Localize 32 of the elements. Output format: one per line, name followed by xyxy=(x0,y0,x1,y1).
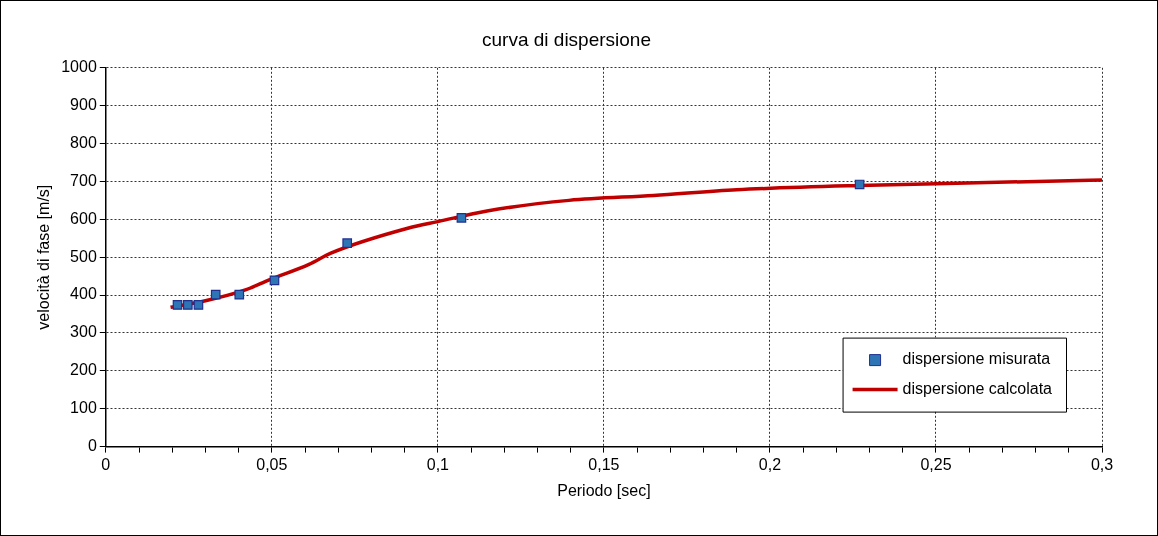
x-tick-label: 0,2 xyxy=(758,455,782,473)
x-tick-label: 0,25 xyxy=(920,455,952,473)
y-tick-label: 1000 xyxy=(61,58,97,76)
x-tick-label: 0,3 xyxy=(1090,455,1114,473)
point xyxy=(182,300,193,310)
legend-label: dispersione calcolata xyxy=(902,380,1053,398)
chart-title: curva di dispersione xyxy=(482,28,651,50)
x-tick-label: 0 xyxy=(101,455,111,473)
y-tick-label: 200 xyxy=(70,361,97,379)
y-tick-label: 300 xyxy=(70,323,97,341)
point xyxy=(210,289,221,300)
y-tick-label: 500 xyxy=(70,247,97,265)
legend-label: dispersione misurata xyxy=(902,350,1051,368)
y-tick-label: 700 xyxy=(70,171,97,189)
x-axis-title: Periodo [sec] xyxy=(557,481,651,499)
point xyxy=(456,212,467,223)
x-tick-label: 0,1 xyxy=(426,455,450,473)
x-tick-label: 0,15 xyxy=(588,455,620,473)
y-tick-label: 0 xyxy=(87,437,97,455)
y-tick-label: 600 xyxy=(70,209,97,227)
point xyxy=(342,238,353,249)
y-tick-label: 100 xyxy=(70,399,97,417)
y-tick-label: 900 xyxy=(70,96,97,114)
y-axis-title: velocità di fase [m/s] xyxy=(35,184,53,330)
x-tick-label: 0,05 xyxy=(256,455,288,473)
y-tick-label: 800 xyxy=(70,133,97,151)
point xyxy=(193,300,204,310)
point xyxy=(269,275,280,286)
point xyxy=(234,289,245,300)
y-tick-label: 400 xyxy=(70,285,97,303)
line-series xyxy=(168,178,1102,309)
point xyxy=(172,300,183,310)
